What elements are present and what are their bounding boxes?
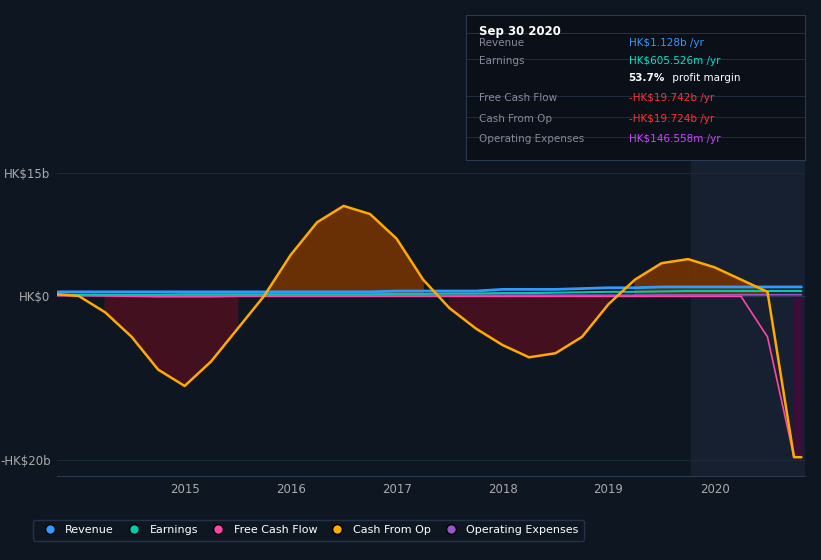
Text: Operating Expenses: Operating Expenses bbox=[479, 134, 585, 144]
Text: Free Cash Flow: Free Cash Flow bbox=[479, 94, 557, 104]
Legend: Revenue, Earnings, Free Cash Flow, Cash From Op, Operating Expenses: Revenue, Earnings, Free Cash Flow, Cash … bbox=[33, 520, 585, 540]
Text: 53.7%: 53.7% bbox=[629, 73, 665, 83]
Text: Earnings: Earnings bbox=[479, 56, 525, 66]
Text: HK$1.128b /yr: HK$1.128b /yr bbox=[629, 38, 704, 48]
Text: profit margin: profit margin bbox=[669, 73, 741, 83]
Bar bbox=[691, 157, 805, 476]
Text: -HK$19.724b /yr: -HK$19.724b /yr bbox=[629, 114, 714, 124]
Text: Revenue: Revenue bbox=[479, 38, 525, 48]
Text: HK$146.558m /yr: HK$146.558m /yr bbox=[629, 134, 720, 144]
Text: Sep 30 2020: Sep 30 2020 bbox=[479, 25, 561, 38]
Text: Cash From Op: Cash From Op bbox=[479, 114, 552, 124]
Text: -HK$19.742b /yr: -HK$19.742b /yr bbox=[629, 94, 714, 104]
Text: HK$605.526m /yr: HK$605.526m /yr bbox=[629, 56, 720, 66]
